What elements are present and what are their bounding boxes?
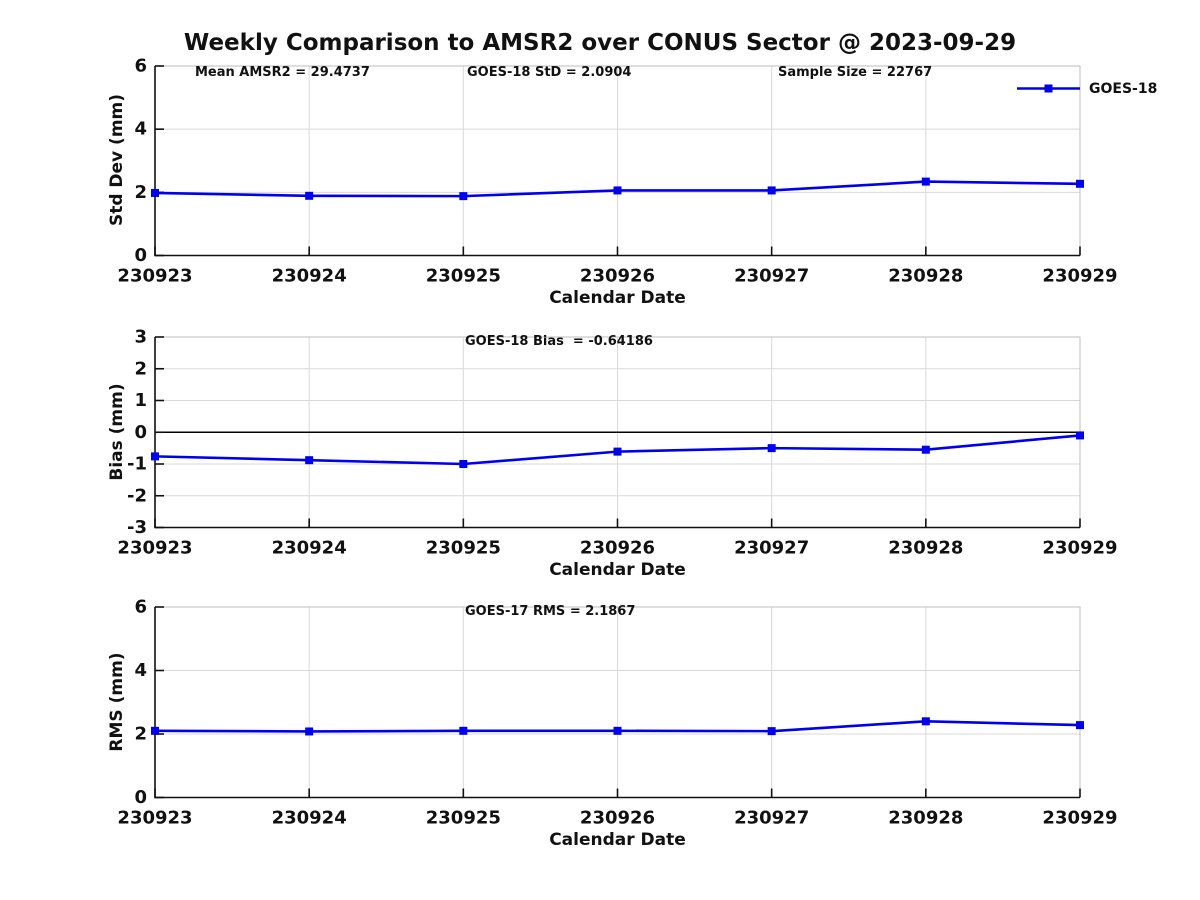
y-tick-label: 3 (134, 327, 147, 348)
y-tick-label: 0 (134, 245, 147, 266)
x-tick-label: 230925 (426, 265, 501, 286)
y-tick-label: -1 (127, 454, 147, 475)
bias-plot: -3 -2 -1 0 1 2 3 230923 230924 230925 230926 230927… (117, 327, 1117, 559)
y-tick-label: 4 (134, 660, 147, 681)
x-tick-label: 230926 (580, 537, 655, 558)
plot-box-top-right (155, 65, 1081, 256)
rms-plot: 0 2 4 6 230923 230924 230925 230926 230927 230928… (117, 597, 1117, 829)
goes18-std-annotation: GOES-18 StD = 2.0904 (467, 65, 632, 80)
plot-box-top-right (155, 606, 1081, 798)
sample-size-annotation: Sample Size = 22767 (778, 65, 933, 80)
plot-box-top-right (155, 336, 1081, 528)
data-point-marker (921, 445, 930, 454)
stddev-y-axis-label: Std Dev (mm) (107, 93, 127, 227)
x-tick-label: 230929 (1042, 537, 1117, 558)
y-tick-label: 4 (134, 119, 147, 140)
data-point-marker (613, 186, 622, 195)
data-point-marker (767, 186, 776, 195)
x-tick-label: 230925 (426, 807, 501, 828)
data-point-marker (1076, 179, 1084, 188)
x-tick-label: 230927 (734, 537, 809, 558)
x-tick-label: 230924 (272, 537, 347, 558)
stddev-plot: 0 2 4 6 230923 230924 230925 230926 230927 230928… (117, 56, 1117, 287)
x-tick-label: 230928 (888, 265, 963, 286)
x-tick-label: 230923 (117, 807, 192, 828)
stddev-x-axis-label: Calendar Date (549, 288, 686, 308)
goes18-bias-annotation: GOES-18 Bias = -0.64186 (465, 334, 653, 349)
y-tick-label: -3 (127, 517, 147, 538)
data-point-marker (1076, 431, 1084, 440)
x-tick-label: 230927 (734, 807, 809, 828)
x-tick-label: 230923 (117, 265, 192, 286)
x-tick-label: 230926 (580, 265, 655, 286)
x-tick-label: 230929 (1042, 807, 1117, 828)
legend-marker-icon (1044, 84, 1053, 93)
data-point-marker (459, 192, 468, 201)
x-tick-label: 230927 (734, 265, 809, 286)
data-point-marker (459, 460, 468, 468)
mean-amsr2-annotation: Mean AMSR2 = 29.4737 (195, 65, 370, 80)
x-tick-label: 230925 (426, 537, 501, 558)
data-point-marker (613, 726, 622, 735)
data-point-marker (1076, 721, 1084, 730)
legend: GOES-18 (1015, 80, 1157, 97)
y-tick-label: 0 (134, 787, 147, 808)
data-point-marker (151, 452, 159, 461)
x-tick-label: 230924 (272, 265, 347, 286)
data-point-marker (151, 188, 159, 197)
figure-title: Weekly Comparison to AMSR2 over CONUS Se… (183, 30, 1017, 56)
data-point-marker (151, 726, 159, 735)
bias-x-axis-label: Calendar Date (549, 560, 686, 580)
x-tick-label: 230924 (272, 807, 347, 828)
bias-y-axis-label: Bias (mm) (107, 383, 127, 481)
data-point-marker (305, 727, 314, 736)
x-tick-label: 230928 (888, 537, 963, 558)
goes17-rms-annotation: GOES-17 RMS = 2.1867 (465, 604, 636, 619)
y-tick-label: 6 (134, 56, 147, 77)
x-tick-label: 230929 (1042, 265, 1117, 286)
data-point-marker (305, 191, 314, 200)
data-point-marker (613, 447, 622, 456)
y-tick-label: 1 (134, 390, 147, 411)
data-point-marker (921, 717, 930, 726)
y-tick-label: 6 (134, 597, 147, 618)
legend-line-sample (1017, 84, 1080, 93)
data-point-marker (767, 727, 776, 736)
y-tick-label: -2 (127, 485, 147, 506)
y-tick-label: 2 (134, 724, 147, 745)
rms-y-axis-label: RMS (mm) (107, 652, 127, 752)
rms-x-axis-label: Calendar Date (549, 830, 686, 850)
x-tick-label: 230928 (888, 807, 963, 828)
y-tick-label: 2 (134, 182, 147, 203)
data-point-marker (305, 456, 314, 465)
x-tick-label: 230923 (117, 537, 192, 558)
data-point-marker (459, 726, 468, 735)
legend-label: GOES-18 (1089, 80, 1158, 97)
data-point-marker (921, 177, 930, 186)
data-point-marker (767, 444, 776, 453)
y-tick-label: 2 (134, 358, 147, 379)
x-tick-label: 230926 (580, 807, 655, 828)
y-tick-label: 0 (134, 422, 147, 443)
